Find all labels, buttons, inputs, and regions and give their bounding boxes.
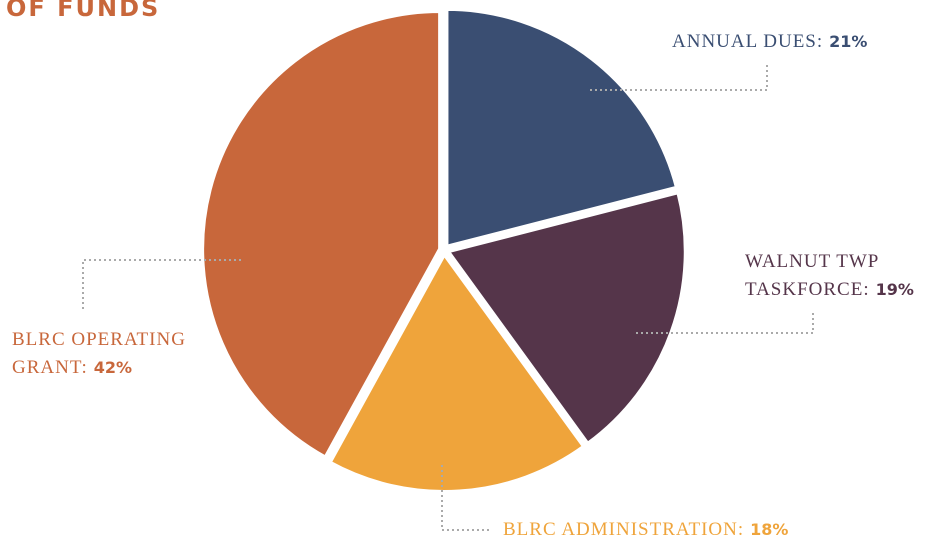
pie-slice <box>200 9 443 461</box>
leader-line <box>590 65 768 91</box>
chart-title: OF FUNDS <box>6 0 161 22</box>
value-label: 21% <box>829 32 868 51</box>
category-label: ANNUAL DUES: <box>672 31 824 52</box>
pie-slice <box>444 6 680 250</box>
pie-slice <box>326 250 587 494</box>
slice-label: ANNUAL DUES: 21% <box>672 28 922 56</box>
value-label: 42% <box>93 358 133 377</box>
category-label: BLRC OPERATING GRANT: <box>12 329 186 378</box>
slice-label: BLRC ADMINISTRATION: 18% <box>503 516 903 540</box>
category-label: BLRC ADMINISTRATION: <box>503 519 745 540</box>
slice-label: WALNUT TWP TASKFORCE: 19% <box>745 248 925 304</box>
pie-slice <box>444 189 688 447</box>
leader-line <box>636 313 814 334</box>
slice-label: BLRC OPERATING GRANT: 42% <box>12 326 212 382</box>
category-label: WALNUT TWP TASKFORCE: <box>745 251 879 300</box>
value-label: 18% <box>750 520 789 539</box>
pie <box>200 6 688 494</box>
leader-line <box>82 259 241 310</box>
leader-line <box>441 465 492 531</box>
value-label: 19% <box>875 280 914 299</box>
